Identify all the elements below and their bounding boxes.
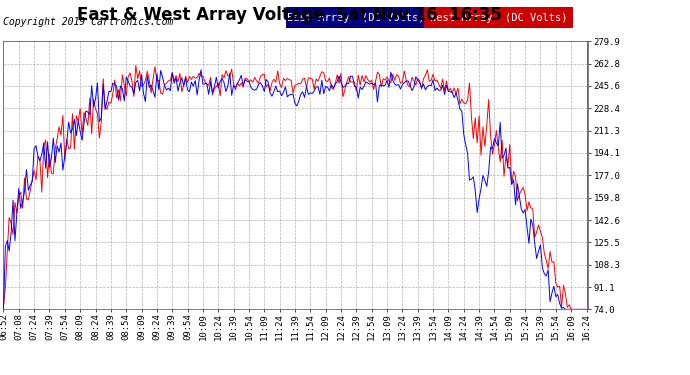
Text: West Array  (DC Volts): West Array (DC Volts) [430,13,567,23]
Text: East Array  (DC Volts): East Array (DC Volts) [286,13,424,23]
Bar [286,8,424,28]
Text: Copyright 2019 Cartronics.com: Copyright 2019 Cartronics.com [3,17,174,27]
Bar [424,8,573,28]
Text: East & West Array Voltage  Sat Nov 16  16:35: East & West Array Voltage Sat Nov 16 16:… [77,6,502,24]
